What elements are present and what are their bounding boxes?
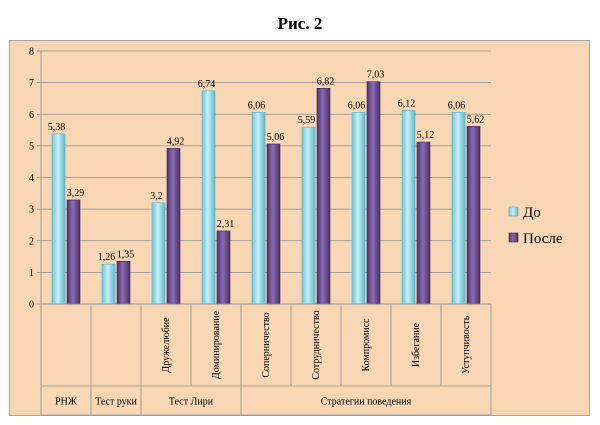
category-label: Компромисс xyxy=(361,318,372,372)
bar xyxy=(366,81,381,305)
y-tick-label: 8 xyxy=(29,47,34,58)
data-label: 6,82 xyxy=(317,76,335,87)
data-label: 3,29 xyxy=(67,188,85,199)
legend-swatch xyxy=(508,232,519,243)
bar xyxy=(466,125,481,305)
y-tick-label: 7 xyxy=(29,78,34,89)
data-label: 6,06 xyxy=(448,100,466,111)
category-label: Дружелюбие xyxy=(161,317,172,373)
bar xyxy=(166,148,181,305)
bar xyxy=(401,110,416,305)
category-label: Избегание xyxy=(411,322,422,367)
category-label: Сотрудничество xyxy=(311,310,322,379)
y-tick-label: 2 xyxy=(29,236,34,247)
data-label: 1,35 xyxy=(117,249,135,260)
bar xyxy=(66,199,81,305)
bar xyxy=(151,202,166,305)
bar xyxy=(316,88,331,305)
bar xyxy=(201,90,216,305)
data-label: 6,12 xyxy=(398,98,416,109)
legend-label: До xyxy=(523,205,541,221)
figure-title: Рис. 2 xyxy=(277,14,323,33)
data-label: 5,06 xyxy=(267,132,285,143)
data-label: 5,38 xyxy=(48,122,66,133)
group-label: Тест руки xyxy=(95,397,137,408)
bar-chart: 5,38 1,26 3,2 6,74 6,06 5,59 6,06 6,12 6,06 3,29 1… xyxy=(29,47,563,416)
bar xyxy=(351,112,366,305)
bar xyxy=(251,112,266,305)
bar xyxy=(301,126,316,305)
data-label: 4,92 xyxy=(167,136,185,147)
bar xyxy=(116,261,131,305)
y-tick-label: 4 xyxy=(29,173,34,184)
data-label: 5,59 xyxy=(298,115,316,126)
y-tick-label: 6 xyxy=(29,110,34,121)
category-label: Доминирование xyxy=(211,310,222,379)
bar xyxy=(416,141,431,305)
bar xyxy=(51,133,66,305)
y-tick-label: 0 xyxy=(29,300,34,311)
category-label: Уступчивость xyxy=(461,315,472,374)
data-label: 1,26 xyxy=(98,252,116,263)
legend-label: После xyxy=(523,231,563,247)
data-label: 6,06 xyxy=(248,100,266,111)
y-tick-label: 1 xyxy=(29,268,34,279)
bar xyxy=(266,143,281,305)
group-label: Стратегии поведения xyxy=(321,397,412,408)
data-label: 5,62 xyxy=(467,114,485,125)
legend-swatch xyxy=(508,206,519,217)
data-label: 6,74 xyxy=(198,79,216,90)
data-label: 5,12 xyxy=(417,130,435,141)
data-label: 3,2 xyxy=(150,191,163,202)
bar xyxy=(216,230,231,305)
data-label: 7,03 xyxy=(367,70,385,81)
category-label: Соперничество xyxy=(261,312,272,377)
chart-area: 5,38 1,26 3,2 6,74 6,06 5,59 6,06 6,12 6,06 3,29 1… xyxy=(9,40,590,416)
group-label: Тест Лири xyxy=(169,397,214,408)
data-label: 6,06 xyxy=(348,100,366,111)
y-tick-label: 5 xyxy=(29,141,34,152)
data-label: 2,31 xyxy=(217,219,235,230)
bar xyxy=(101,263,116,305)
group-label: РНЖ xyxy=(55,397,77,408)
y-tick-label: 3 xyxy=(29,205,34,216)
bar xyxy=(451,112,466,305)
